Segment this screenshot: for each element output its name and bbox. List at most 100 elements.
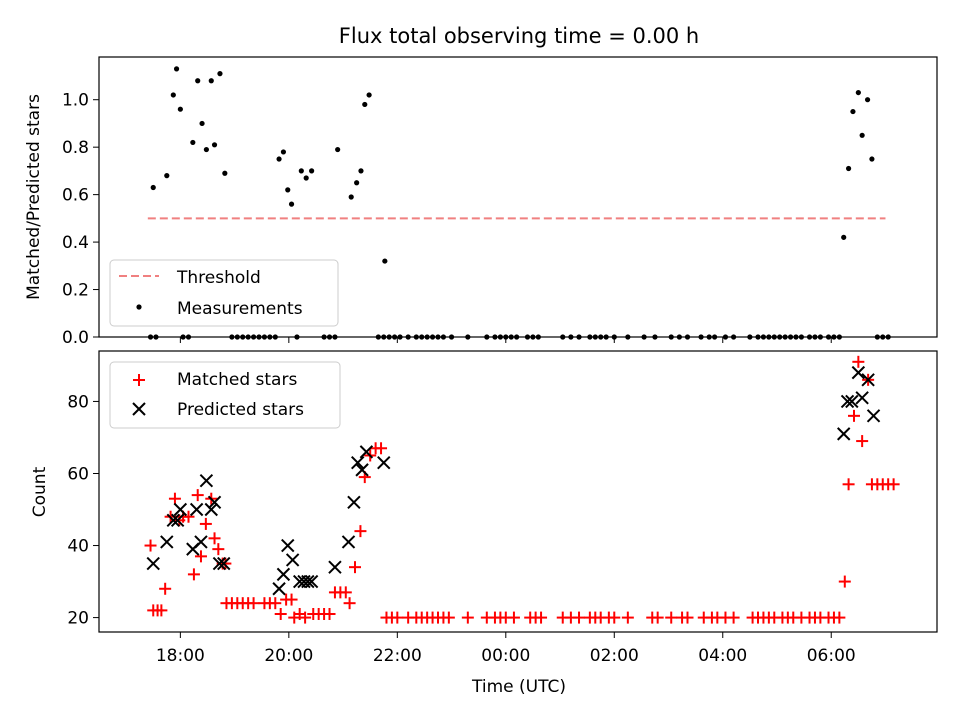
matched-point: [208, 532, 221, 545]
matched-point: [608, 611, 621, 624]
matched-point: [391, 611, 404, 624]
top-y-tick-label: 0.2: [62, 281, 89, 301]
bottom-y-tick-label: 20: [67, 609, 89, 629]
predicted-point: [377, 455, 391, 470]
measurement-point: [298, 168, 304, 174]
top-y-axis-label: Matched/Predicted stars: [24, 94, 44, 300]
top-y-tick-label: 0.0: [62, 328, 89, 348]
matched-point: [144, 539, 157, 552]
matched-point: [848, 409, 861, 422]
measurement-point: [208, 78, 214, 84]
predicted-point: [173, 502, 188, 517]
measurement-point: [859, 132, 865, 138]
predicted-point: [204, 502, 218, 517]
matched-point: [349, 561, 362, 574]
matched-point: [651, 611, 664, 624]
bottom-x-ticks: 18:00 20:00 22:00 00:00 02:00 04:00 06:00: [156, 632, 856, 666]
measurement-point: [869, 156, 875, 162]
matched-point: [168, 492, 181, 505]
matched-point: [212, 543, 225, 556]
predicted-point: [855, 391, 869, 405]
predicted-point: [301, 574, 315, 589]
bottom-panel: Count Time (UTC) 20 40 60 80 18:00 20:00 22:0…: [30, 350, 938, 697]
legend-threshold-label: Threshold: [176, 268, 261, 288]
matched-point: [354, 525, 367, 538]
bottom-x-tick-label: 22:00: [373, 646, 422, 666]
top-legend: Threshold Measurements: [109, 259, 339, 327]
measurement-point: [864, 97, 871, 103]
matched-point: [194, 550, 207, 563]
matched-point: [323, 607, 336, 620]
matched-point: [155, 604, 168, 617]
matched-point: [285, 593, 298, 606]
matched-point: [182, 510, 195, 523]
bottom-plot-area: [144, 355, 900, 624]
measurement-point: [217, 71, 223, 77]
bottom-x-tick-label: 00:00: [481, 646, 530, 666]
measurement-point: [358, 168, 364, 174]
bottom-axes-frame: [98, 350, 938, 633]
predicted-point: [276, 567, 291, 582]
bottom-x-tick-label: 18:00: [156, 646, 205, 666]
matched-point: [838, 575, 851, 588]
measurement-point: [366, 92, 372, 98]
bottom-y-tick-label: 80: [67, 392, 89, 412]
matched-point: [535, 611, 548, 624]
measurement-point: [222, 170, 228, 176]
measurement-point: [199, 120, 205, 127]
matched-point: [339, 586, 352, 599]
x-axis-label: Time (UTC): [471, 677, 566, 697]
predicted-point: [341, 535, 356, 549]
top-y-tick-label: 0.8: [62, 138, 89, 158]
matched-point: [833, 611, 846, 624]
measurement-point: [280, 149, 287, 155]
measurement-point: [285, 187, 291, 193]
predicted-point: [217, 556, 231, 571]
measurement-point: [195, 78, 201, 84]
top-axes-frame: [98, 56, 938, 338]
matched-point: [887, 478, 900, 491]
top-y-tick-label: 0.4: [62, 233, 89, 253]
bottom-x-tick-label: 02:00: [590, 646, 639, 666]
predicted-point: [272, 582, 286, 596]
matched-point: [852, 355, 865, 368]
measurement-point: [150, 184, 156, 191]
measurement-point: [309, 168, 315, 174]
matched-point: [187, 568, 200, 581]
top-legend-box: [109, 259, 339, 327]
predicted-point: [851, 365, 866, 380]
predicted-point: [840, 394, 855, 409]
measurement-point: [173, 66, 180, 72]
measurement-point: [845, 165, 852, 172]
legend-predicted-swatch: [132, 402, 146, 416]
matched-point: [343, 597, 356, 610]
measurement-point: [170, 92, 176, 98]
measurement-point: [190, 139, 196, 146]
predicted-point: [355, 463, 369, 477]
measurement-point: [841, 234, 847, 240]
measurement-point: [203, 146, 209, 153]
measurement-point: [177, 106, 183, 112]
legend-measurements-label: Measurements: [177, 299, 303, 319]
matched-point: [299, 611, 312, 624]
matched-point: [247, 597, 260, 610]
matched-point: [681, 611, 694, 624]
predicted-point: [212, 556, 227, 571]
measurement-point: [348, 194, 354, 200]
measurement-point: [850, 108, 856, 115]
bottom-y-tick-label: 60: [67, 464, 89, 484]
matched-point: [842, 478, 855, 491]
predicted-point: [170, 513, 185, 528]
top-y-tick-label: 1.0: [62, 91, 89, 111]
top-y-tick-label: 0.6: [62, 186, 89, 206]
predicted-point: [304, 574, 319, 589]
predicted-point: [359, 445, 374, 459]
measurement-point: [855, 89, 861, 96]
matched-point: [442, 611, 455, 624]
predicted-point: [194, 535, 208, 549]
predicted-point: [351, 455, 365, 470]
matched-point: [274, 607, 287, 620]
measurement-point: [164, 173, 170, 179]
chart-title: Flux total observing time = 0.00 h: [339, 24, 699, 48]
top-panel: Flux total observing time = 0.00 h Match…: [24, 24, 938, 348]
